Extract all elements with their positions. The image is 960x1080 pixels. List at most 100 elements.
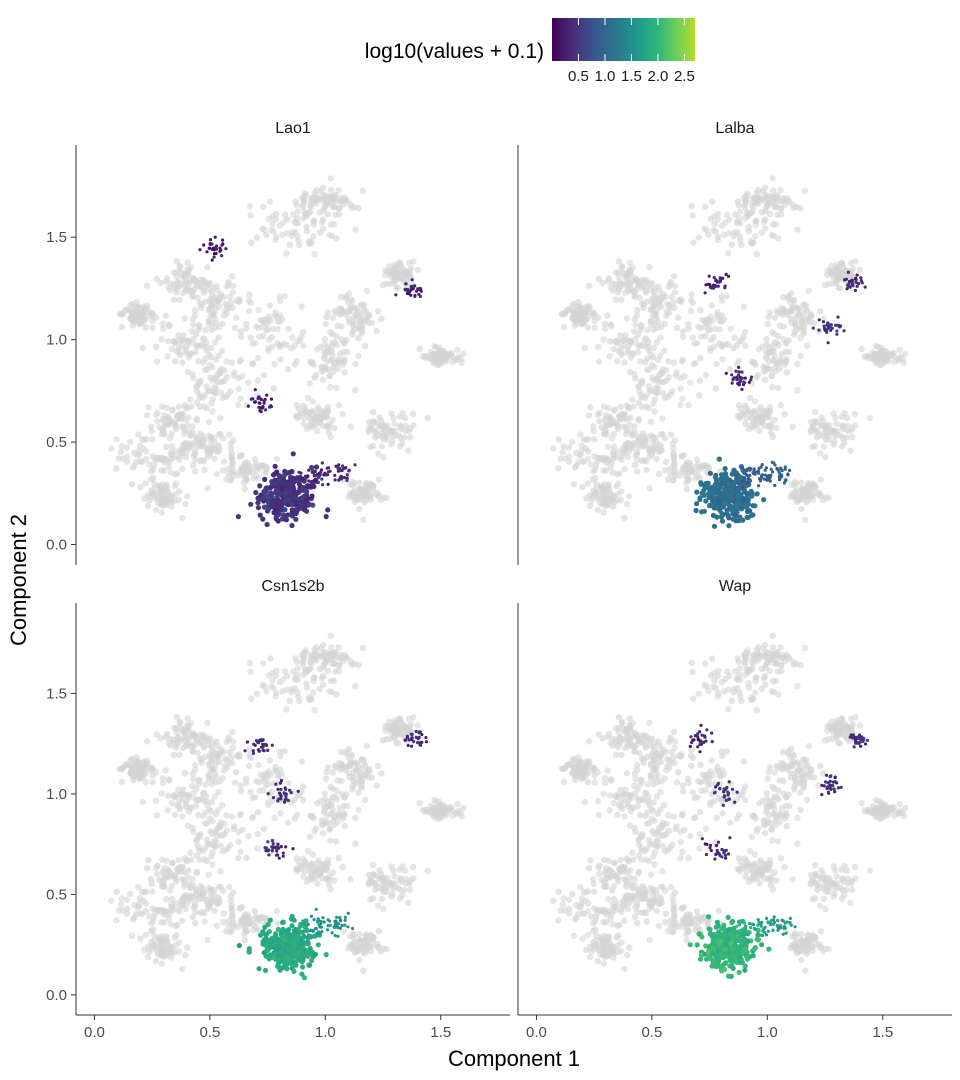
data-point <box>306 475 310 479</box>
background-point <box>391 261 398 269</box>
background-point <box>745 228 753 235</box>
background-point <box>145 461 153 468</box>
background-point <box>143 865 151 872</box>
data-point <box>312 478 317 482</box>
background-point <box>223 827 230 834</box>
background-point <box>723 292 730 300</box>
data-point <box>283 513 289 519</box>
data-point <box>788 468 792 472</box>
data-point <box>219 248 223 252</box>
background-point <box>274 340 281 347</box>
background-point <box>293 201 300 209</box>
background-point <box>626 269 634 276</box>
background-point <box>340 339 348 346</box>
background-point <box>576 452 583 459</box>
background-point <box>368 774 376 781</box>
background-point <box>138 774 145 782</box>
data-point <box>327 466 331 470</box>
background-point <box>254 377 261 384</box>
background-point <box>294 665 302 672</box>
background-point <box>159 775 167 782</box>
background-point <box>302 190 309 197</box>
background-point <box>316 419 323 426</box>
background-point <box>758 419 765 426</box>
background-point <box>670 454 677 461</box>
background-point <box>832 414 839 422</box>
background-point <box>621 359 628 366</box>
data-point <box>290 475 297 481</box>
data-point <box>749 375 754 379</box>
data-point <box>333 473 337 477</box>
background-point <box>239 373 246 380</box>
background-point <box>681 373 688 380</box>
background-point <box>615 480 622 487</box>
legend-tick-label: 2.0 <box>647 68 668 85</box>
background-point <box>392 268 399 275</box>
background-point <box>705 231 712 238</box>
background-point <box>270 385 277 392</box>
data-point <box>277 482 283 488</box>
background-point <box>176 456 183 463</box>
background-point <box>190 440 198 448</box>
background-point <box>752 233 759 240</box>
background-point <box>338 777 345 785</box>
background-point <box>235 385 242 392</box>
background-point <box>198 304 205 311</box>
background-point <box>237 333 245 340</box>
background-point <box>219 467 227 474</box>
background-point <box>201 466 208 474</box>
background-point <box>600 456 607 463</box>
background-point <box>460 804 467 812</box>
background-point <box>316 685 323 693</box>
background-point <box>276 293 283 300</box>
background-point <box>205 307 213 314</box>
background-point <box>159 320 167 327</box>
background-point <box>276 222 284 229</box>
background-point <box>308 359 316 366</box>
data-point <box>269 504 275 510</box>
background-point <box>623 402 630 409</box>
background-point <box>333 796 340 803</box>
background-point <box>300 196 308 204</box>
background-point <box>167 456 174 463</box>
background-point <box>777 356 784 363</box>
background-point <box>167 280 174 287</box>
background-point <box>170 296 178 303</box>
background-point <box>668 431 675 438</box>
background-point <box>595 275 602 283</box>
background-point <box>634 348 641 356</box>
background-point <box>847 447 854 454</box>
background-point <box>794 226 801 233</box>
data-point <box>341 464 345 468</box>
background-point <box>672 472 679 479</box>
data-point <box>769 467 773 471</box>
background-point <box>140 310 147 317</box>
data-point <box>843 278 847 282</box>
background-point <box>188 782 196 789</box>
background-point <box>900 359 907 366</box>
background-point <box>195 812 202 819</box>
background-point <box>230 282 237 290</box>
background-point <box>303 684 311 691</box>
background-point <box>181 315 189 322</box>
background-point <box>230 472 237 479</box>
background-point <box>702 372 710 379</box>
background-point <box>327 187 335 194</box>
background-point <box>209 739 216 747</box>
background-point <box>243 476 250 484</box>
data-point <box>779 475 783 479</box>
background-point <box>378 895 385 902</box>
background-point <box>220 458 228 465</box>
background-point <box>327 644 335 651</box>
data-point <box>740 370 744 374</box>
data-point <box>737 488 741 492</box>
background-point <box>565 444 573 451</box>
background-point <box>182 500 189 508</box>
background-point <box>281 668 289 675</box>
background-point <box>254 845 261 852</box>
background-point <box>230 372 237 379</box>
background-point <box>327 221 335 228</box>
background-point <box>215 334 222 341</box>
data-point <box>717 280 722 284</box>
data-point <box>309 484 315 490</box>
